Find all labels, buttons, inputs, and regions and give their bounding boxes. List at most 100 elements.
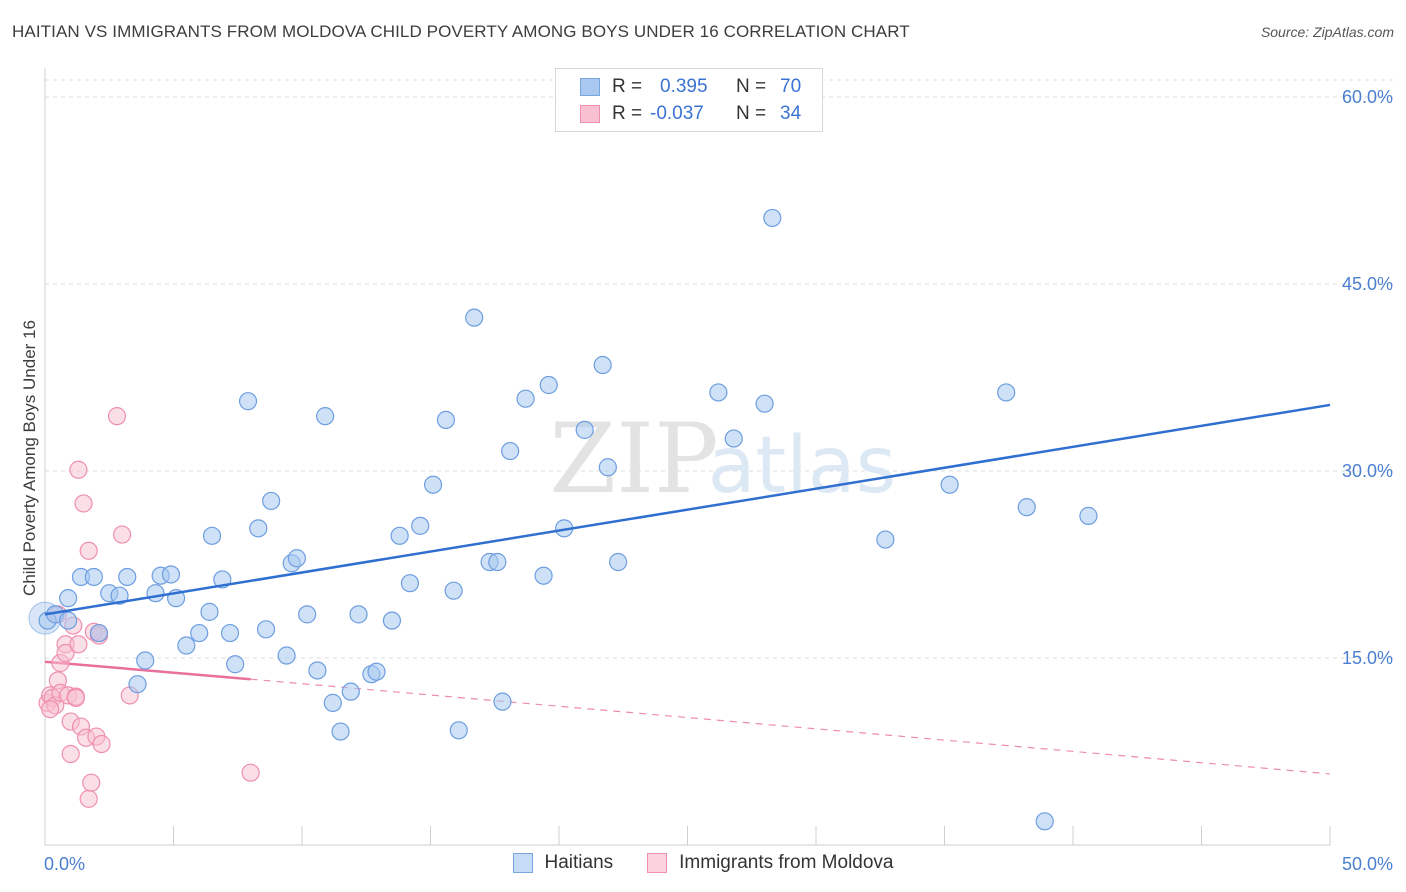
data-point-haitians xyxy=(593,355,612,375)
data-point-haitians xyxy=(89,623,109,643)
data-point-haitians xyxy=(256,620,276,639)
data-point-haitians xyxy=(598,458,617,477)
data-point-haitians xyxy=(411,516,430,535)
data-point-moldova xyxy=(92,734,111,754)
legend-swatch-moldova xyxy=(580,105,600,123)
data-point-moldova xyxy=(79,789,98,808)
legend-item-moldova[interactable]: Immigrants from Moldova xyxy=(647,852,894,874)
data-point-haitians xyxy=(190,623,209,643)
trend-haitians xyxy=(44,403,1331,616)
watermark: ZIP atlas xyxy=(549,403,896,515)
data-point-haitians xyxy=(493,692,512,711)
legend-r-label: R = xyxy=(612,103,643,124)
data-point-haitians xyxy=(940,475,959,494)
data-point-haitians xyxy=(323,693,342,712)
data-point-haitians xyxy=(724,429,743,448)
watermark-zip: ZIP xyxy=(549,403,718,515)
data-point-haitians xyxy=(277,646,296,665)
data-point-haitians xyxy=(128,675,147,694)
legend-r-label: R = xyxy=(612,76,643,97)
data-point-haitians xyxy=(997,383,1016,402)
data-point-haitians xyxy=(118,567,137,587)
tick-labels: 15.0% 30.0% 45.0% 60.0% 0.0% 50.0% xyxy=(44,87,1393,874)
data-point-haitians xyxy=(449,721,468,740)
data-point-haitians xyxy=(390,526,409,545)
legend-n-value: 70 xyxy=(780,76,802,97)
data-point-moldova xyxy=(241,763,260,782)
data-point-moldova xyxy=(69,635,88,654)
data-point-moldova xyxy=(69,460,88,479)
data-point-haitians xyxy=(202,526,222,545)
data-point-haitians xyxy=(755,394,774,413)
data-point-moldova xyxy=(41,700,60,719)
data-point-moldova xyxy=(74,494,93,513)
data-point-haitians xyxy=(226,655,245,674)
legend-r-value: -0.037 xyxy=(650,103,704,124)
data-point-haitians xyxy=(136,651,155,670)
data-point-haitians xyxy=(146,584,165,603)
data-point-haitians xyxy=(287,549,306,568)
gridlines xyxy=(45,79,1394,659)
trend-line-moldova xyxy=(44,660,251,681)
legend-label-haitians: Haitians xyxy=(544,852,614,873)
stats-legend: R = 0.395 N = 70 R = -0.037 N = 34 xyxy=(555,68,823,132)
data-point-haitians xyxy=(575,420,594,439)
data-point-haitians xyxy=(609,552,628,572)
data-point-haitians xyxy=(1035,812,1054,831)
legend-n-value: 34 xyxy=(780,103,802,124)
legend-item-haitians[interactable]: Haitians xyxy=(512,852,614,874)
data-point-haitians xyxy=(400,574,420,593)
data-point-haitians xyxy=(436,410,456,429)
data-point-haitians xyxy=(331,722,350,741)
legend-r-value: 0.395 xyxy=(660,76,708,97)
legend-n-label: N = xyxy=(736,103,767,124)
data-point-haitians xyxy=(709,383,728,402)
data-point-haitians xyxy=(220,623,240,643)
trend-moldova xyxy=(44,660,1331,775)
data-point-haitians xyxy=(1079,506,1098,525)
data-point-moldova xyxy=(61,744,80,764)
data-point-haitians xyxy=(298,605,317,624)
data-point-haitians xyxy=(1017,498,1036,517)
series-moldova xyxy=(38,407,260,808)
trend-line-moldova-extended xyxy=(250,678,1331,775)
data-point-haitians xyxy=(308,661,327,680)
trend-line-haitians xyxy=(44,403,1331,616)
data-point-moldova xyxy=(107,407,127,426)
data-point-moldova xyxy=(79,541,98,560)
legend-swatch-moldova xyxy=(647,853,668,873)
legend-row-haitians: R = 0.395 N = 70 xyxy=(580,74,801,100)
data-point-haitians xyxy=(423,475,443,494)
data-point-haitians xyxy=(161,565,181,584)
data-point-haitians xyxy=(501,441,520,461)
data-point-moldova xyxy=(56,643,75,663)
data-point-haitians xyxy=(249,519,268,538)
legend-n-label: N = xyxy=(736,76,767,97)
data-point-haitians xyxy=(763,208,782,228)
data-point-haitians xyxy=(516,389,535,408)
data-point-haitians xyxy=(349,605,368,624)
source-label: Source: ZipAtlas.com xyxy=(1260,24,1394,40)
y-tick-label: 60.0% xyxy=(1342,87,1393,107)
data-point-haitians xyxy=(465,308,484,327)
x-tick-label: 50.0% xyxy=(1342,854,1393,874)
series-haitians xyxy=(28,208,1098,831)
chart-title: HAITIAN VS IMMIGRANTS FROM MOLDOVA CHILD… xyxy=(12,22,910,41)
x-tick-label: 0.0% xyxy=(44,854,85,874)
data-point-haitians xyxy=(341,682,360,701)
data-point-haitians xyxy=(367,662,386,681)
data-point-haitians xyxy=(316,407,335,426)
legend-swatch-haitians xyxy=(580,78,600,96)
legend-label-moldova: Immigrants from Moldova xyxy=(679,852,894,873)
data-point-haitians xyxy=(59,611,78,630)
legend-row-moldova: R = -0.037 N = 34 xyxy=(580,101,801,127)
y-tick-label: 45.0% xyxy=(1342,274,1393,294)
data-point-haitians xyxy=(444,581,463,600)
data-point-haitians xyxy=(238,392,258,411)
data-point-moldova xyxy=(66,688,85,707)
data-point-haitians xyxy=(876,530,895,549)
data-point-haitians xyxy=(177,636,196,655)
data-point-haitians xyxy=(59,589,78,608)
y-axis-title: Child Poverty Among Boys Under 16 xyxy=(20,320,39,596)
